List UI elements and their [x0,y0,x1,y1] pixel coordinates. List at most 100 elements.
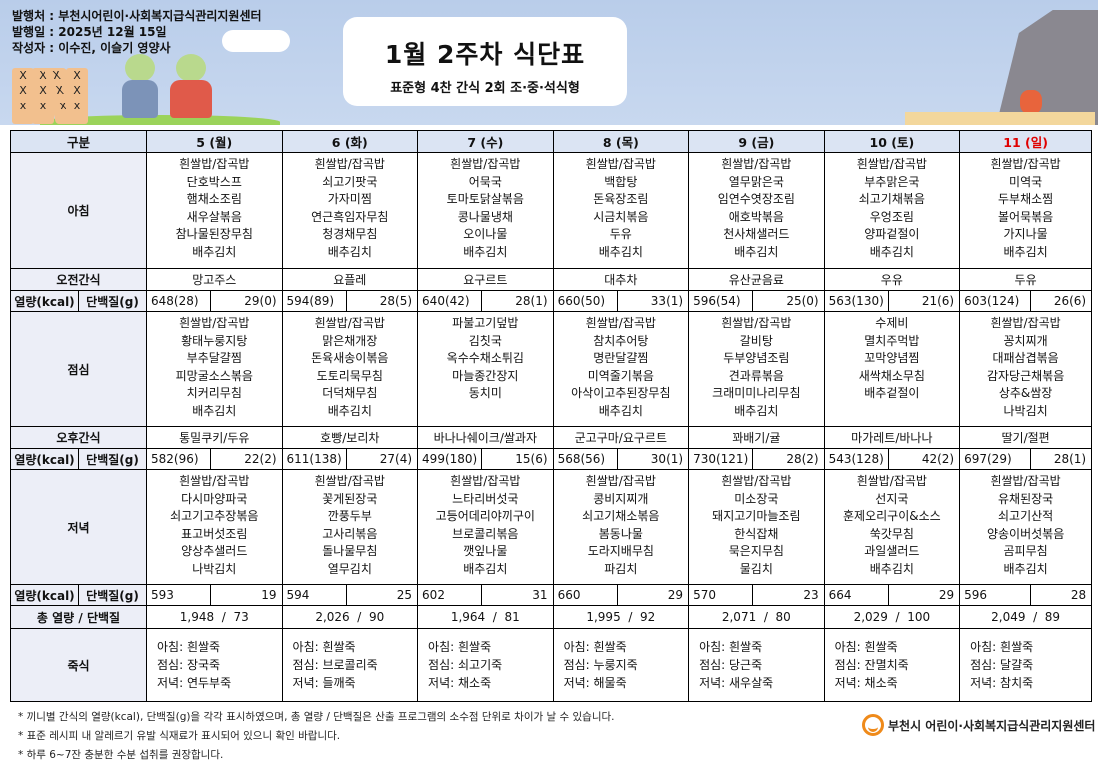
kcal-value: 660(50) [552,290,618,312]
menu-item: 브로콜리볶음 [452,526,519,541]
menu-item: 묵은지무침 [728,544,784,558]
menu-item: 흰쌀밥/잡곡밥 [585,157,656,171]
page-title: 1월 2주차 식단표 [384,40,586,69]
menu-item: 흰쌀밥/잡곡밥 [721,157,792,171]
menu-item: 쇠고기산적 [997,509,1054,523]
pm-snack-item: 꽈배기/귤 [688,426,825,449]
breakfast-menu: 흰쌀밥/잡곡밥 열무맑은국 임연수엿장조림 애호박볶음 천사채샐러드 배추김치 [688,152,825,269]
protein-value: 26(6) [1030,290,1093,312]
day-header: 5 (월) [146,130,283,153]
dinner-label: 저녁 [9,469,148,585]
kcal-value: 594 [281,584,347,606]
menu-item: 흰쌀밥/잡곡밥 [314,316,385,330]
menu-item: 배추김치 [463,244,508,259]
menu-item: 표고버섯조림 [181,526,248,541]
day-header: 11 (일) [959,130,1093,153]
menu-item: 꽁치찌개 [1003,333,1048,348]
menu-item: 김칫국 [468,333,502,348]
logo-text: 부천시 어린이·사회복지급식관리지원센터 [888,718,1096,733]
menu-item: 양송이버섯볶음 [986,526,1065,541]
total-value: 1,995 / 92 [552,605,690,629]
breakfast-menu: 흰쌀밥/잡곡밥 미역국 두부채소찜 볼어묵볶음 가지나물 배추김치 [959,152,1093,269]
menu-item: 감자당근채볶음 [986,368,1065,383]
porridge-item: 저녁: 새우살죽 [699,676,774,690]
lunch-menu: 흰쌀밥/잡곡밥 황태누룽지탕 부추달걀찜 피망굴소스볶음 치커리무침 배추김치 [146,311,283,427]
menu-item: 배추김치 [192,403,237,418]
menu-item: 연근흑임자무침 [311,209,389,224]
protein-value: 22(2) [210,448,283,470]
am-snack-item: 망고주스 [146,268,283,291]
kcal-value: 602 [417,584,483,606]
menu-item: 더덕채무침 [322,386,378,400]
am-snack-item: 요플레 [281,268,419,291]
menu-item: 양상추샐러드 [181,544,248,558]
menu-item: 미소장국 [734,491,779,506]
menu-table: 구분 5 (월) 6 (화) 7 (수) 8 (목) 9 (금) 10 (토) 11 (일) 아… [9,130,1093,702]
menu-item: 흰쌀밥/잡곡밥 [856,157,927,171]
menu-item: 미역국 [1009,174,1043,189]
menu-item: 돈육장조림 [593,192,649,206]
menu-item: 유채된장국 [997,491,1054,506]
am-snack-item: 두유 [959,268,1093,291]
kcal-label: 열량(kcal) [10,584,79,606]
menu-item: 흰쌀밥/잡곡밥 [990,474,1061,488]
kcal-value: 563(130) [823,290,889,312]
dinner-menu: 흰쌀밥/잡곡밥 느타리버섯국 고등어데리야끼구이 브로콜리볶음 깻잎나물 배추김치 [417,469,554,585]
pm-snack-label: 오후간식 [9,426,148,449]
am-snack-item: 우유 [823,268,961,291]
menu-item: 배추겉절이 [864,386,920,400]
menu-item: 봄동나물 [598,526,643,541]
note-1: * 끼니별 간식의 열량(kcal), 단백질(g)을 각각 표시하였으며, 총… [18,711,615,723]
total-value: 1,948 / 73 [146,605,283,629]
porridge-item: 저녁: 참치죽 [970,676,1034,690]
lunch-menu: 흰쌀밥/잡곡밥 꽁치찌개 대패삼겹볶음 감자당근채볶음 상추&쌈장 나박김치 [959,311,1093,427]
menu-item: 열무김치 [327,561,372,576]
menu-item: 황태누룽지탕 [181,333,248,348]
menu-item: 배추김치 [463,561,508,576]
lunch-menu: 파불고기덮밥 김칫국 옥수수채소튀김 마늘종간장지 동치미 [417,311,554,427]
menu-item: 도토리묵무침 [316,368,383,383]
issue-date: 발행일 : 2025년 12월 15일 [12,25,167,39]
hanbok-girl-illustration [170,80,212,118]
breakfast-menu: 흰쌀밥/잡곡밥 단호박스프 햄채소조림 새우살볶음 참나물된장무침 배추김치 [146,152,283,269]
porridge-menu: 아침: 흰쌀죽 점심: 잔멸치죽 저녁: 채소죽 [823,628,961,702]
protein-value: 30(1) [616,448,690,470]
porridge-menu: 아침: 흰쌀죽 점심: 쇠고기죽 저녁: 채소죽 [417,628,554,702]
dinner-menu: 흰쌀밥/잡곡밥 미소장국 돼지고기마늘조림 한식잡채 묵은지무침 물김치 [688,469,825,585]
dinner-menu: 흰쌀밥/잡곡밥 다시마양파국 쇠고기고추장볶음 표고버섯조림 양상추샐러드 나박김치 [146,469,283,585]
menu-item: 꼬막양념찜 [864,351,920,365]
menu-item: 배추김치 [734,403,779,418]
pm-nutrition-row: 열량(kcal) 단백질(g) 582(96) 22(2) 611(138) 27(4) 4… [10,448,1093,470]
kcal-value: 596(54) [688,290,754,312]
ground-illustration [905,112,1095,125]
protein-value: 28(1) [481,290,554,312]
porridge-item: 아침: 흰쌀죽 [292,640,356,654]
day-header: 7 (수) [417,130,554,153]
dinner-menu: 흰쌀밥/잡곡밥 콩비지찌개 쇠고기채소볶음 봄동나물 도라지배무침 파김치 [552,469,690,585]
dinner-row: 저녁 흰쌀밥/잡곡밥 다시마양파국 쇠고기고추장볶음 표고버섯조림 양상추샐러드 나박김치 흰… [9,469,1093,585]
note-2: * 표준 레시피 내 알레르기 유발 식재료가 표시되어 있으니 확인 바랍니다… [18,730,341,742]
kcal-value: 730(121) [688,448,754,470]
porridge-menu: 아침: 흰쌀죽 점심: 브로콜리죽 저녁: 들깨죽 [281,628,419,702]
menu-item: 새우살볶음 [186,209,242,224]
header-banner: 발행처 : 부천시어린이·사회복지급식관리지원센터 발행일 : 2025년 12… [0,0,1098,125]
menu-item: 천사채샐러드 [723,227,790,241]
menu-item: 파불고기덮밥 [452,316,519,330]
kcal-value: 568(56) [552,448,618,470]
menu-item: 햄채소조림 [186,192,242,206]
menu-item: 콩나물냉채 [457,209,513,224]
am-snack-row: 오전간식 망고주스 요플레 요구르트 대추차 유산균음료 우유 두유 [9,268,1093,291]
menu-item: 흰쌀밥/잡곡밥 [585,474,656,488]
cloud-illustration [222,30,290,52]
breakfast-menu: 흰쌀밥/잡곡밥 백합탕 돈육장조림 시금치볶음 두유 배추김치 [552,152,690,269]
porridge-item: 아침: 흰쌀죽 [157,640,221,654]
lunch-row: 점심 흰쌀밥/잡곡밥 황태누룽지탕 부추달걀찜 피망굴소스볶음 치커리무침 배추김치 흰쌀밥/… [9,311,1093,427]
protein-value: 25 [345,584,419,606]
menu-item: 임연수엿장조림 [717,192,795,206]
menu-item: 배추김치 [327,244,372,259]
menu-item: 가자미찜 [327,192,372,206]
kcal-value: 596 [959,584,1032,606]
menu-item: 아삭이고추된장무침 [571,386,671,400]
